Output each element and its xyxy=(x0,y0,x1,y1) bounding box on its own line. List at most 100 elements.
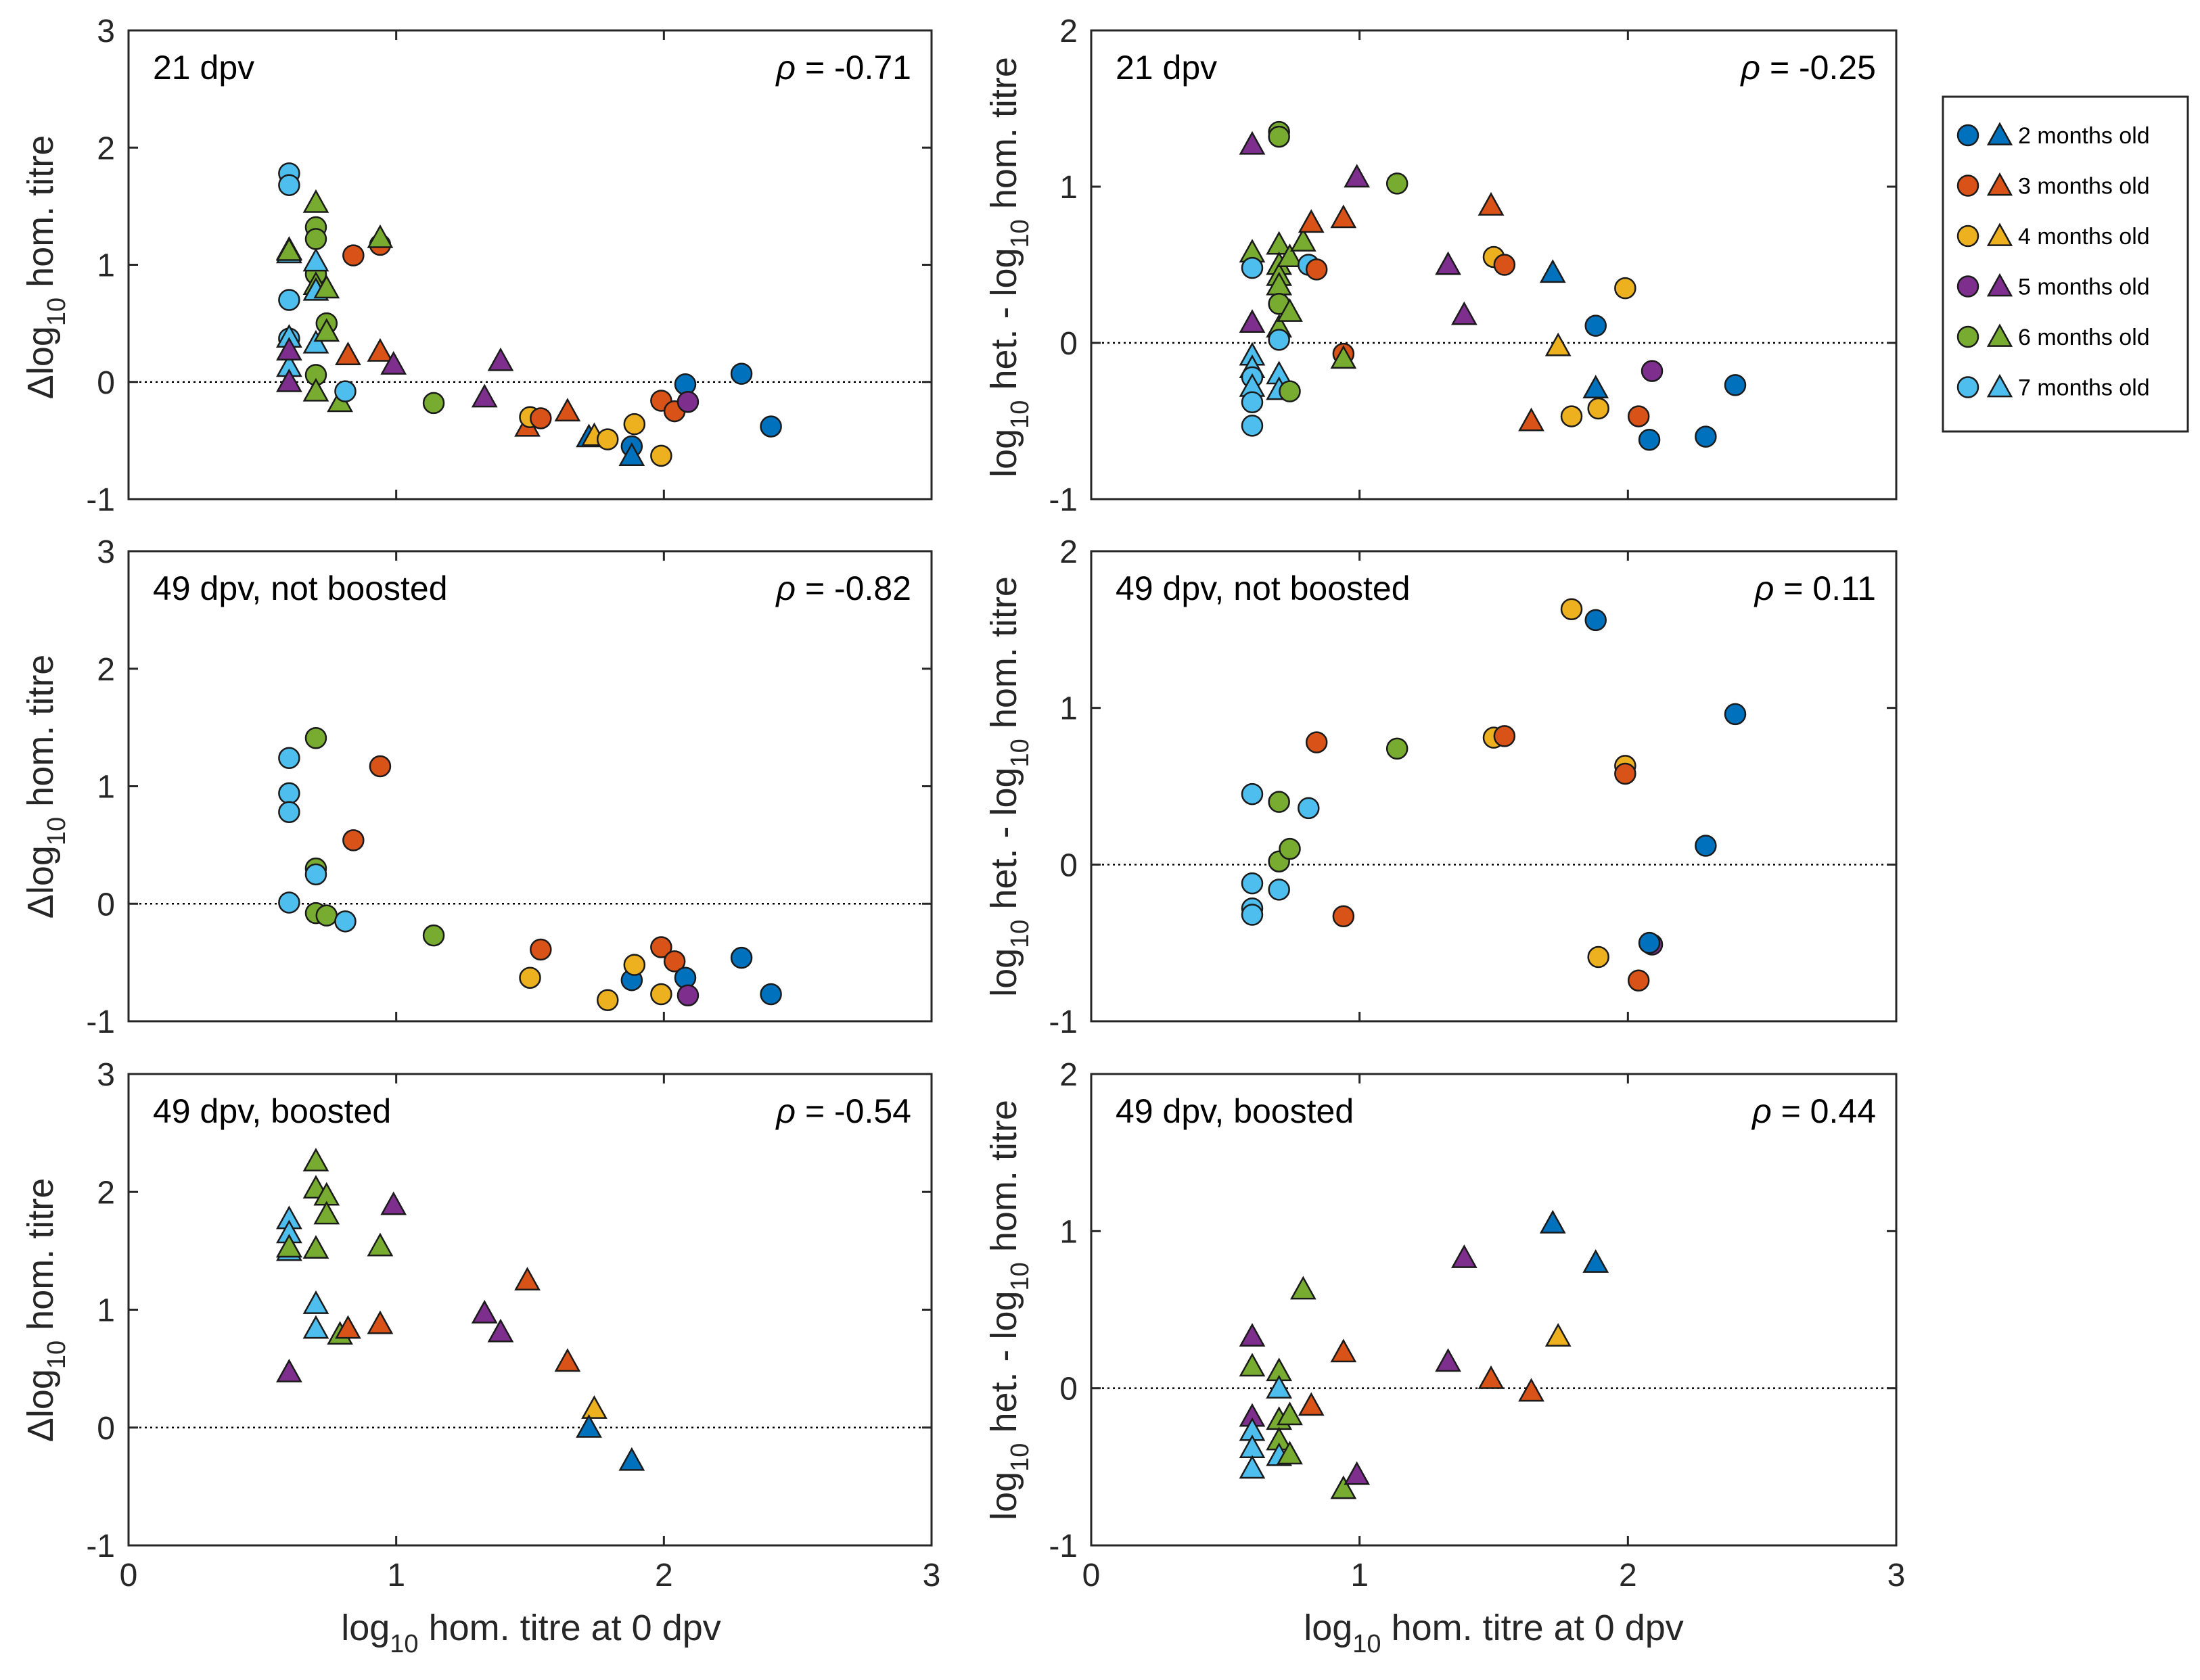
x-axis-label-left: log10 hom. titre at 0 dpv xyxy=(341,1608,721,1658)
y-tick-label: -1 xyxy=(1049,482,1078,518)
circle-point-3mo xyxy=(1305,731,1328,753)
triangle-point-6mo xyxy=(1239,1353,1266,1377)
plot-area xyxy=(129,1074,932,1545)
triangle-point-5mo xyxy=(1239,309,1266,333)
legend-entry-3-months: 3 months old xyxy=(1956,172,2150,200)
circle-point-6mo xyxy=(1279,837,1301,860)
triangle-point-6mo xyxy=(276,1234,302,1258)
legend-circle-marker xyxy=(1956,174,1979,197)
triangle-point-6mo xyxy=(1289,228,1316,252)
triangle-point-6mo xyxy=(302,377,329,402)
circle-point-4mo xyxy=(650,444,672,467)
y-tick-label: 1 xyxy=(1059,691,1078,727)
legend: 2 months old 3 months old 4 months old 5 mo… xyxy=(1942,95,2189,433)
circle-point-5mo xyxy=(677,390,700,413)
circle-point-3mo xyxy=(530,407,552,429)
circle-point-2mo xyxy=(1584,609,1607,632)
triangle-point-4mo xyxy=(581,1395,608,1419)
legend-label: 4 months old xyxy=(2018,224,2150,250)
triangle-point-5mo xyxy=(1344,164,1371,188)
circle-point-4mo xyxy=(596,989,619,1011)
y-tick-label: 0 xyxy=(1059,326,1078,362)
triangle-point-7mo xyxy=(302,329,329,354)
legend-circle-marker xyxy=(1956,124,1979,147)
triangle-point-7mo xyxy=(302,1315,329,1339)
triangle-point-5mo xyxy=(1450,301,1477,325)
triangle-point-6mo xyxy=(367,1232,394,1257)
circle-point-4mo xyxy=(1587,397,1609,420)
triangle-point-7mo xyxy=(302,1290,329,1314)
panel-49dpv-not-boosted-het-minus-hom: -1 0 1 2 49 dpv, not boosted ρ = 0.11 xyxy=(1049,534,1898,1040)
circle-point-7mo xyxy=(278,891,300,914)
circle-point-4mo xyxy=(623,413,646,436)
triangle-point-5mo xyxy=(1450,1244,1477,1268)
triangle-point-6mo xyxy=(367,224,394,248)
circle-point-6mo xyxy=(304,228,327,250)
rho-symbol: ρ xyxy=(1739,49,1770,87)
triangle-point-5mo xyxy=(1344,1461,1371,1485)
triangle-point-5mo xyxy=(1239,1323,1266,1347)
circle-point-2mo xyxy=(730,363,753,385)
circle-point-3mo xyxy=(342,244,365,266)
y-axis-label-row1-left: Δlog10 hom. titre xyxy=(20,135,71,400)
rho-value: = -0.25 xyxy=(1770,49,1876,87)
circle-point-3mo xyxy=(369,755,392,778)
rho-value: = 0.11 xyxy=(1783,569,1876,607)
rho-annotation: ρ = 0.11 xyxy=(1754,569,1876,607)
circle-point-7mo xyxy=(1268,879,1290,901)
panel-title: 49 dpv, boosted xyxy=(153,1092,391,1130)
y-tick-label: -1 xyxy=(86,1004,115,1040)
triangle-point-5mo xyxy=(276,368,302,392)
x-tick-label: 1 xyxy=(1350,1558,1369,1593)
x-tick-label: 1 xyxy=(387,1558,405,1593)
triangle-point-3mo xyxy=(367,1310,394,1334)
circle-point-4mo xyxy=(519,966,541,989)
y-tick-label: 3 xyxy=(97,534,115,570)
triangle-point-4mo xyxy=(1544,1323,1572,1347)
y-tick-label: -1 xyxy=(86,1529,115,1564)
triangle-point-6mo xyxy=(302,189,329,213)
circle-point-3mo xyxy=(342,829,365,851)
y-tick-label: 2 xyxy=(97,1175,115,1211)
legend-label: 5 months old xyxy=(2018,275,2150,300)
legend-triangle-marker xyxy=(1986,273,2013,297)
legend-entry-4-months: 4 months old xyxy=(1956,223,2150,250)
circle-point-7mo xyxy=(278,747,300,770)
circle-point-7mo xyxy=(304,863,327,886)
circle-point-7mo xyxy=(278,174,300,196)
x-tick-label: 3 xyxy=(1887,1558,1906,1593)
circle-point-7mo xyxy=(1241,783,1264,806)
circle-point-3mo xyxy=(1305,258,1328,281)
y-tick-label: 0 xyxy=(1059,847,1078,883)
legend-entry-7-months: 7 months old xyxy=(1956,373,2150,401)
circle-point-7mo xyxy=(334,380,357,402)
triangle-point-2mo xyxy=(1539,1209,1566,1234)
y-tick-label: 3 xyxy=(97,1057,115,1093)
triangle-point-6mo xyxy=(302,1235,329,1259)
panel-49dpv-not-boosted-delta: -1 0 1 2 3 49 dpv, not boosted ρ = -0.82 xyxy=(86,534,933,1040)
circle-point-7mo xyxy=(1298,797,1320,820)
circle-point-2mo xyxy=(730,946,753,969)
triangle-point-3mo xyxy=(1518,1378,1544,1402)
y-tick-label: 3 xyxy=(97,14,115,49)
triangle-point-2mo xyxy=(618,442,645,466)
triangle-point-3mo xyxy=(335,342,361,365)
circle-point-2mo xyxy=(1584,314,1607,337)
triangle-point-3mo xyxy=(1330,204,1357,229)
triangle-point-7mo xyxy=(1239,1455,1266,1479)
rho-symbol: ρ xyxy=(775,569,805,607)
legend-triangle-marker xyxy=(1986,122,2013,145)
legend-circle-marker xyxy=(1956,325,1979,348)
y-tick-label: 1 xyxy=(97,1293,115,1329)
triangle-point-5mo xyxy=(487,1318,514,1343)
circle-point-7mo xyxy=(278,289,300,311)
circle-point-6mo xyxy=(1385,172,1408,195)
panel-title: 49 dpv, boosted xyxy=(1116,1092,1354,1130)
plot-area xyxy=(129,551,932,1021)
y-tick-label: -1 xyxy=(1049,1529,1078,1564)
triangle-point-5mo xyxy=(487,347,514,371)
circle-point-5mo xyxy=(677,984,700,1007)
circle-point-2mo xyxy=(1695,835,1717,857)
triangle-point-7mo xyxy=(1266,1374,1293,1399)
